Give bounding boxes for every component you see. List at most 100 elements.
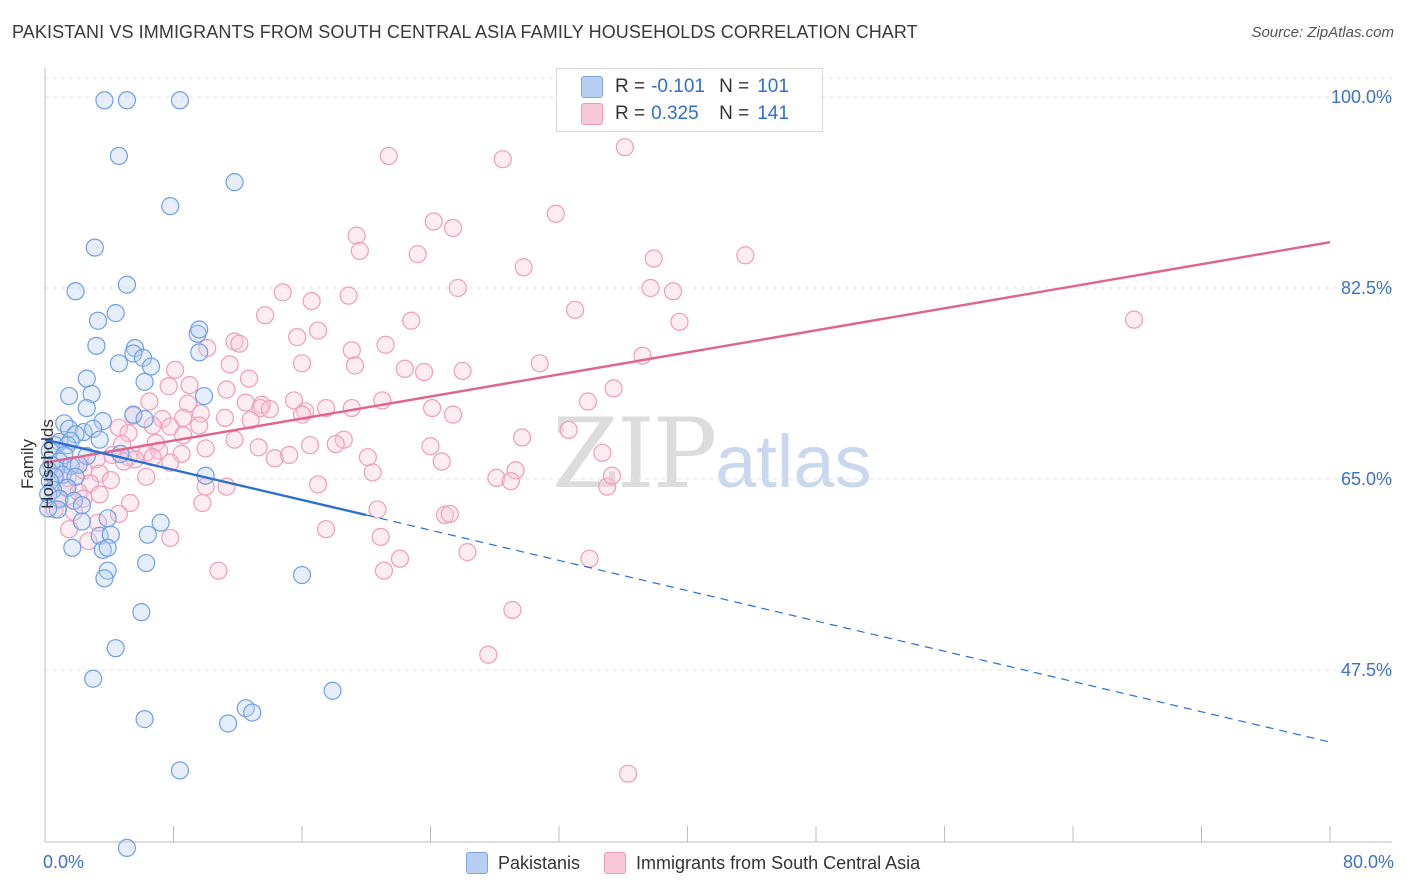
point-immigrants [121, 493, 140, 513]
point-immigrants [101, 470, 120, 490]
point-pakistanis [39, 499, 58, 518]
point-immigrants [593, 443, 612, 462]
x-tick-label-min: 0.0% [43, 852, 85, 872]
point-immigrants [249, 438, 268, 457]
point-immigrants [371, 527, 390, 546]
point-immigrants [376, 335, 395, 354]
point-pakistanis [109, 354, 128, 373]
trend-line-pakistanis [44, 438, 367, 517]
point-immigrants [166, 360, 185, 379]
point-immigrants [670, 312, 689, 331]
point-pakistanis [132, 603, 151, 622]
point-immigrants [159, 377, 178, 396]
point-pakistanis [98, 509, 117, 528]
point-immigrants [379, 146, 398, 166]
point-pakistanis [138, 525, 157, 544]
point-immigrants [220, 355, 239, 374]
point-immigrants [432, 452, 451, 471]
point-pakistanis [323, 681, 342, 700]
legend-swatch-blue [581, 76, 603, 98]
point-pakistanis [84, 669, 103, 688]
point-pakistanis [55, 414, 74, 433]
legend-n-label: N = [719, 103, 750, 124]
point-immigrants [408, 245, 427, 264]
y-tick-label: 47.5% [1341, 660, 1392, 680]
point-immigrants [347, 226, 366, 245]
point-pakistanis [190, 343, 209, 362]
point-pakistanis [170, 91, 190, 110]
point-immigrants [395, 359, 414, 378]
point-immigrants [390, 549, 410, 568]
legend-item-pakistanis: Pakistanis [466, 852, 580, 874]
point-immigrants [296, 402, 315, 421]
watermark: ZIPatlas [552, 398, 872, 510]
point-immigrants [414, 362, 434, 382]
point-immigrants [339, 286, 358, 305]
point-pakistanis [137, 553, 156, 573]
point-immigrants [559, 420, 578, 439]
point-immigrants [565, 300, 585, 319]
point-immigrants [288, 328, 307, 347]
point-pakistanis [109, 146, 128, 166]
point-immigrants [193, 493, 212, 513]
point-pakistanis [93, 412, 112, 431]
point-pakistanis [219, 714, 238, 733]
point-immigrants [260, 400, 279, 419]
point-immigrants [615, 138, 634, 157]
legend-r-value: 0.325 [651, 103, 699, 124]
point-pakistanis [72, 512, 92, 531]
point-pakistanis [151, 513, 170, 532]
point-immigrants [251, 398, 270, 418]
point-immigrants [443, 218, 463, 238]
point-immigrants [345, 356, 365, 375]
point-pakistanis [87, 336, 106, 355]
point-pakistanis [225, 173, 244, 192]
point-immigrants [644, 249, 663, 268]
point-immigrants [284, 391, 304, 410]
point-immigrants [421, 437, 440, 456]
point-immigrants [174, 426, 193, 445]
point-pakistanis [63, 538, 82, 557]
point-immigrants [663, 282, 683, 301]
legend-n-label: N = [719, 76, 750, 97]
point-immigrants [161, 528, 180, 548]
point-immigrants [458, 543, 477, 562]
y-axis-label: Family Households [18, 419, 57, 509]
point-immigrants [265, 449, 284, 468]
trend-line-pakistanis-extension [366, 514, 1331, 743]
y-tick-label: 82.5% [1341, 278, 1392, 298]
stats-legend: R = -0.101 N = 101 R = 0.325 N = 141 [556, 68, 823, 132]
point-pakistanis [39, 485, 58, 504]
legend-r-label: R = [615, 103, 646, 124]
point-immigrants [440, 504, 459, 524]
point-pakistanis [135, 372, 154, 391]
point-immigrants [641, 278, 660, 298]
point-pakistanis [190, 320, 209, 339]
x-tick-label-max: 80.0% [1342, 852, 1394, 872]
point-immigrants [308, 321, 328, 340]
point-immigrants [363, 463, 382, 482]
point-immigrants [119, 424, 138, 443]
point-pakistanis [106, 304, 125, 323]
point-pakistanis [135, 409, 154, 429]
point-pakistanis [48, 500, 67, 519]
point-immigrants [273, 283, 292, 302]
point-immigrants [79, 532, 98, 551]
point-pakistanis [66, 282, 85, 301]
point-pakistanis [88, 311, 108, 330]
point-pakistanis [95, 91, 114, 110]
point-immigrants [292, 354, 312, 373]
point-immigrants [178, 394, 198, 413]
point-pakistanis [98, 538, 117, 557]
watermark-zip: ZIP [552, 398, 717, 510]
legend-n-value: 101 [757, 76, 789, 97]
point-immigrants [225, 430, 244, 449]
point-pakistanis [84, 419, 103, 438]
point-immigrants [316, 398, 336, 418]
point-pakistanis [117, 838, 137, 858]
point-immigrants [180, 376, 199, 395]
point-immigrants [602, 466, 622, 485]
legend-swatch-pink [581, 103, 603, 125]
point-immigrants [598, 477, 617, 496]
